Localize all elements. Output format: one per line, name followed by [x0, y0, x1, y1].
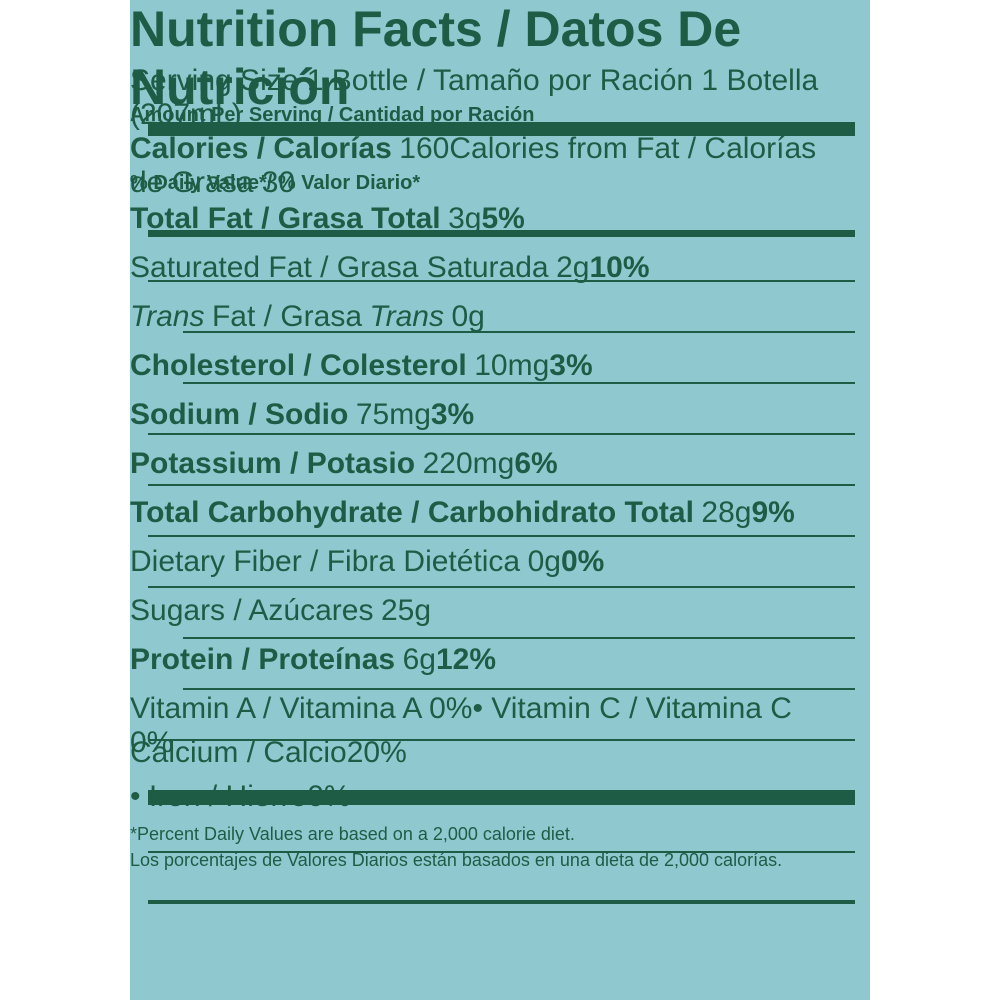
- title: Nutrition Facts / Datos De Nutrición: [130, 1, 742, 115]
- daily-value-header: % Daily Value*/ % Valor Diario*: [130, 172, 421, 194]
- calcium-row: Calcium / Calcio20%: [130, 736, 460, 780]
- daily-value: 10%: [589, 251, 650, 284]
- calories-from-fat: Calories from Fat / Calorías de Grasa 30: [130, 132, 817, 199]
- nutrient-row: Sodium / Sodio 75mg3%: [130, 398, 837, 447]
- nutrient-label: Potassium / Potasio: [130, 447, 416, 480]
- nutrient-amount: 25g: [380, 594, 432, 627]
- divider: [183, 331, 855, 333]
- nutrient-label: Saturated Fat / Grasa Saturada: [130, 251, 549, 284]
- nutrient-amount: 6g: [402, 643, 436, 676]
- divider: [183, 688, 855, 690]
- footnote: Los porcentajes de Valores Diarios están…: [130, 850, 783, 870]
- daily-value: 3%: [549, 349, 593, 382]
- nutrient-row: Protein / Proteínas 6g12%: [130, 643, 837, 692]
- daily-value: 5%: [481, 202, 525, 235]
- divider: [148, 739, 855, 741]
- calories: Calories / Calorías 160: [130, 132, 449, 165]
- nutrient-row: Saturated Fat / Grasa Saturada 2g10%: [130, 251, 802, 300]
- nutrient-amount: 75mg: [355, 398, 431, 431]
- divider: [148, 900, 855, 904]
- footnote-row: *Percent Daily Values are based on a 2,0…: [130, 824, 790, 850]
- nutrition-panel: Nutrition Facts / Datos De Nutrición Serv…: [130, 0, 870, 1000]
- label-part: Fat / Grasa: [211, 300, 363, 333]
- nutrient-name: Trans Fat / Grasa Trans 0g: [130, 300, 485, 333]
- calories-label: Calories / Calorías: [130, 132, 392, 165]
- nutrient-label: Total Fat / Grasa Total: [130, 202, 441, 235]
- nutrient-row: Trans Fat / Grasa Trans 0g: [130, 300, 802, 349]
- nutrient-amount: 3g: [448, 202, 482, 235]
- nutrient-name: Potassium / Potasio 220mg: [130, 447, 514, 480]
- nutrient-amount: 0g: [451, 300, 485, 333]
- divider: [148, 535, 855, 537]
- label-part: Trans: [369, 300, 444, 333]
- footnote: *Percent Daily Values are based on a 2,0…: [130, 824, 575, 844]
- daily-value: 6%: [514, 447, 558, 480]
- daily-value: 0%: [561, 545, 605, 578]
- nutrient-label: Sodium / Sodio: [130, 398, 349, 431]
- nutrient-row: Potassium / Potasio 220mg6%: [130, 447, 837, 496]
- nutrient-row: Dietary Fiber / Fibra Dietética 0g0%: [130, 545, 802, 594]
- calcium-value: 20%: [346, 736, 407, 769]
- daily-value-header-row: % Daily Value*/ % Valor Diario*: [130, 172, 837, 202]
- nutrient-name: Sodium / Sodio 75mg: [130, 398, 431, 431]
- divider: [148, 230, 855, 237]
- serving-row: Serving Size 1 Bottle / Tamaño por Ració…: [130, 64, 827, 131]
- daily-value: 12%: [435, 643, 496, 676]
- nutrient-amount: 10mg: [474, 349, 550, 382]
- vitamin-c: • Vitamin C / Vitamina C 0%: [130, 692, 792, 759]
- divider: [148, 586, 855, 588]
- daily-value: 3%: [430, 398, 475, 431]
- nutrient-label: Total Carbohydrate / Carbohidrato Total: [130, 496, 694, 529]
- divider: [148, 851, 855, 853]
- nutrient-name: Dietary Fiber / Fibra Dietética 0g: [130, 545, 561, 578]
- vitamins-row: Vitamin A / Vitamina A 0%• Vitamin C / V…: [130, 692, 837, 759]
- nutrient-amount: 28g: [701, 496, 752, 529]
- footnote-row: Los porcentajes de Valores Diarios están…: [130, 850, 790, 876]
- title-row: Nutrition Facts / Datos De Nutrición: [130, 0, 837, 115]
- nutrient-label: Cholesterol / Colesterol: [130, 349, 467, 382]
- label-part: Trans: [130, 300, 205, 333]
- divider: [148, 790, 855, 805]
- nutrient-row: Cholesterol / Colesterol 10mg3%: [130, 349, 837, 398]
- divider: [183, 382, 855, 384]
- nutrient-row: Total Carbohydrate / Carbohidrato Total 2…: [130, 496, 837, 545]
- nutrient-name: Saturated Fat / Grasa Saturada 2g: [130, 251, 589, 284]
- amount-per-serving: Amount Per Serving / Cantidad por Ración: [130, 104, 535, 126]
- divider: [148, 122, 855, 136]
- nutrient-amount: 2g: [556, 251, 590, 284]
- calories-row: Calories / Calorías 160Calories from Fat …: [130, 132, 837, 199]
- vitamin-a: Vitamin A / Vitamina A 0%: [130, 692, 473, 725]
- nutrient-name: Protein / Proteínas 6g: [130, 643, 436, 676]
- nutrient-name: Sugars / Azúcares 25g: [130, 594, 431, 627]
- nutrient-row: Total Fat / Grasa Total 3g5%: [130, 202, 837, 251]
- nutrient-name: Cholesterol / Colesterol 10mg: [130, 349, 549, 382]
- nutrient-row: Sugars / Azúcares 25g: [130, 594, 802, 643]
- nutrient-label: Dietary Fiber / Fibra Dietética: [130, 545, 521, 578]
- nutrient-label: Protein / Proteínas: [130, 643, 396, 676]
- divider: [148, 433, 855, 435]
- divider: [148, 280, 855, 282]
- nutrient-amount: 0g: [527, 545, 561, 578]
- nutrient-label: Sugars / Azúcares: [130, 594, 374, 627]
- daily-value: 9%: [751, 496, 795, 529]
- divider: [183, 637, 855, 639]
- nutrient-amount: 220mg: [422, 447, 515, 480]
- nutrient-name: Total Carbohydrate / Carbohidrato Total 2…: [130, 496, 751, 529]
- nutrient-name: Total Fat / Grasa Total 3g: [130, 202, 481, 235]
- divider: [148, 484, 855, 486]
- calcium-label: Calcium / Calcio: [130, 736, 347, 769]
- calories-value: 160: [399, 132, 450, 165]
- amount-row: Amount Per Serving / Cantidad por Ración: [130, 104, 837, 132]
